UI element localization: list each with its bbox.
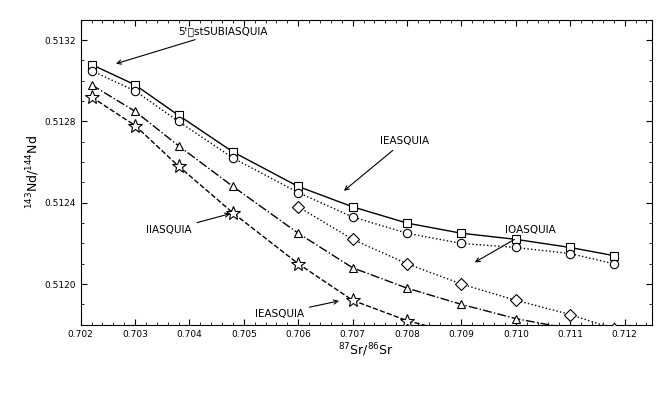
- Text: IEASQUIA: IEASQUIA: [345, 136, 429, 190]
- Text: IIASQUIA: IIASQUIA: [146, 213, 229, 235]
- Text: 5ᵗ˾stSUBIASQUIA: 5ᵗ˾stSUBIASQUIA: [117, 26, 268, 64]
- Text: IOASQUIA: IOASQUIA: [476, 225, 556, 262]
- Text: IEASQUIA: IEASQUIA: [255, 300, 338, 319]
- Y-axis label: $^{143}$Nd/$^{144}$Nd: $^{143}$Nd/$^{144}$Nd: [24, 135, 42, 209]
- X-axis label: $^{87}$Sr/$^{86}$Sr: $^{87}$Sr/$^{86}$Sr: [339, 341, 394, 359]
